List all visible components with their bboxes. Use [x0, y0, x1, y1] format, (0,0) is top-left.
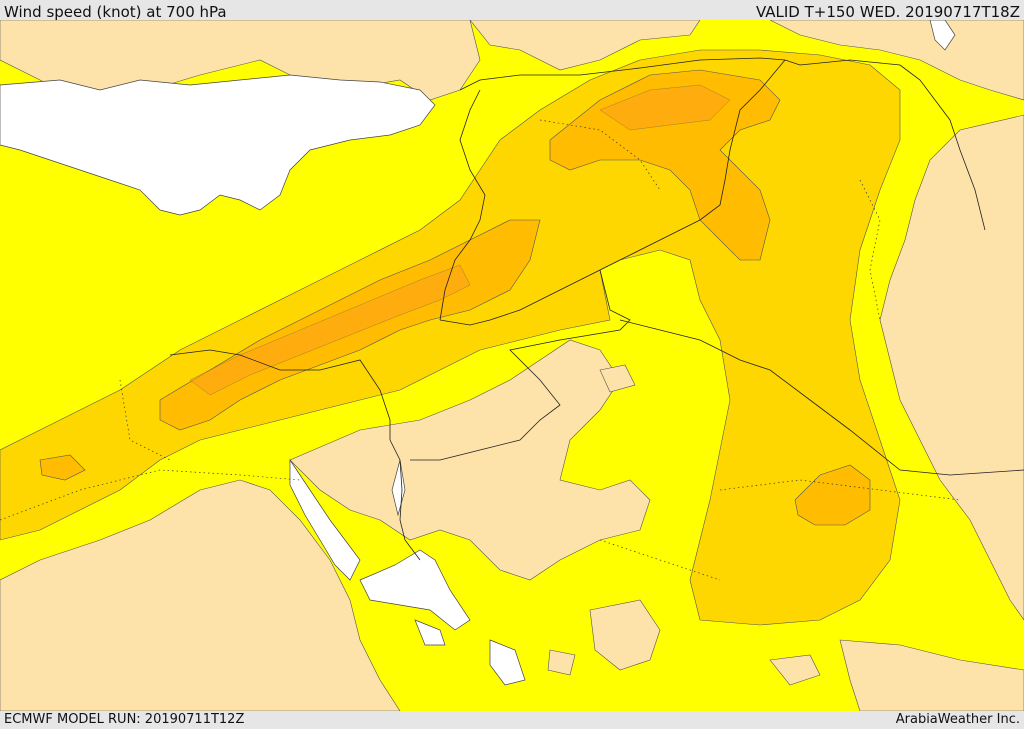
model-run-label: ECMWF MODEL RUN: 20190711T12Z — [4, 712, 245, 727]
valid-time: VALID T+150 WED. 20190717T18Z — [755, 3, 1020, 21]
moderate-wind-band — [0, 49, 901, 626]
admin-boundaries — [0, 119, 961, 581]
wind-speed-map — [0, 20, 1024, 711]
footer-bar: ECMWF MODEL RUN: 20190711T12Z ArabiaWeat… — [0, 711, 1024, 729]
header-bar: Wind speed (knot) at 700 hPa VALID T+150… — [0, 0, 1024, 21]
map-canvas — [0, 20, 1024, 711]
calm-regions — [0, 20, 1024, 711]
map-title: Wind speed (knot) at 700 hPa — [4, 3, 227, 21]
credit-label: ArabiaWeather Inc. — [895, 712, 1020, 727]
water-bodies — [0, 20, 956, 686]
country-borders — [169, 57, 1024, 561]
